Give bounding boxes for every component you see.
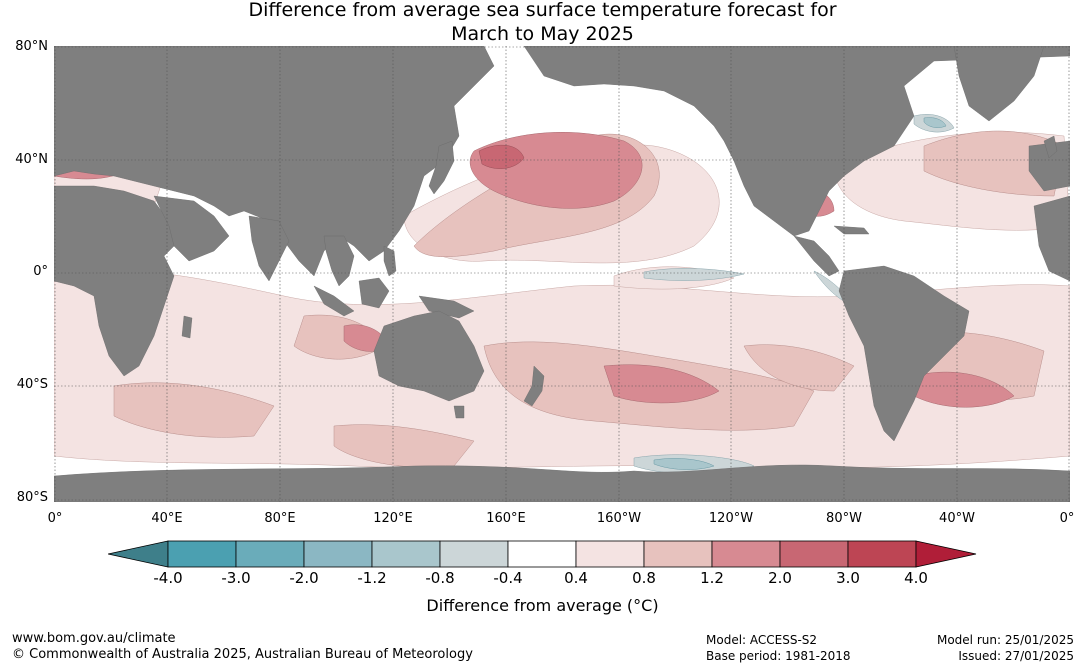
tasmania [453, 405, 465, 419]
colorbar-segment [575, 540, 645, 568]
colorbar-title: Difference from average (°C) [426, 596, 659, 615]
arabia [153, 195, 230, 262]
lon-label-120w: 120°W [708, 511, 754, 526]
sumatra [313, 285, 355, 317]
colorbar-tick-label: 1.2 [700, 569, 724, 587]
africa [54, 185, 175, 377]
lat-label-80s: 80°S [16, 490, 48, 505]
japan [428, 140, 455, 195]
colorbar-segment [711, 540, 781, 568]
footer-issued: Issued: 27/01/2025 [958, 649, 1074, 663]
colorbar-segment [235, 540, 305, 568]
colorbar-extend-low [108, 540, 169, 568]
antarctica [54, 464, 1070, 502]
greenland [953, 46, 1045, 122]
india [248, 215, 290, 282]
lon-label-160e: 160°E [486, 511, 526, 526]
colorbar-segment [779, 540, 849, 568]
map-title: Difference from average sea surface temp… [0, 0, 1085, 46]
title-line-2: March to May 2025 [451, 23, 634, 45]
lon-label-0-right: 0° [1059, 511, 1075, 526]
colorbar-tick-label: -4.0 [153, 569, 183, 587]
madagascar [181, 315, 193, 339]
central-america [793, 235, 840, 277]
north-america [523, 46, 1070, 237]
colorbar-segment [167, 540, 237, 568]
colorbar-tick-label: -0.8 [425, 569, 455, 587]
lon-label-160w: 160°W [596, 511, 642, 526]
lon-label-40e: 40°E [151, 511, 183, 526]
colorbar-tick-label: -3.0 [221, 569, 251, 587]
uk [1043, 135, 1058, 159]
lon-label-80w: 80°W [826, 511, 862, 526]
anomaly-cool-strong [653, 117, 947, 470]
africa-west [1033, 195, 1070, 282]
map-svg [54, 46, 1070, 502]
cuba [833, 225, 870, 235]
colorbar-tick-label: -1.2 [357, 569, 387, 587]
colorbar-tick-label: 0.8 [632, 569, 656, 587]
lat-label-40s: 40°S [16, 377, 48, 392]
indochina [323, 235, 355, 287]
graticule [54, 46, 1070, 502]
footer-url: www.bom.gov.au/climate [12, 631, 176, 646]
colorbar-tick-label: 0.4 [564, 569, 588, 587]
lat-label-0: 0° [33, 264, 48, 279]
lon-label-80e: 80°E [264, 511, 296, 526]
colorbar-tick-label: 3.0 [836, 569, 860, 587]
colorbar-segment [643, 540, 713, 568]
lat-label-40n: 40°N [15, 152, 48, 167]
colorbar-segment [847, 540, 917, 568]
colorbar-extend-high [915, 540, 977, 568]
australia [373, 310, 485, 402]
lat-label-80n: 80°N [15, 39, 48, 54]
colorbar-segment [303, 540, 373, 568]
borneo [358, 277, 390, 309]
colorbar-tick-label: -0.4 [493, 569, 523, 587]
footer-model: Model: ACCESS-S2 [706, 633, 818, 647]
colorbar [108, 540, 977, 568]
lon-label-40w: 40°W [939, 511, 975, 526]
title-line-1: Difference from average sea surface temp… [248, 0, 837, 21]
colorbar-tick-label: 2.0 [768, 569, 792, 587]
colorbar-segment [439, 540, 509, 568]
footer-base-period: Base period: 1981-2018 [706, 649, 851, 663]
footer-copyright: © Commonwealth of Australia 2025, Austra… [12, 647, 473, 662]
colorbar-segment [507, 540, 577, 568]
sst-anomaly-map [54, 46, 1070, 502]
footer-model-run: Model run: 25/01/2025 [936, 633, 1074, 647]
lon-label-120e: 120°E [373, 511, 413, 526]
south-america [838, 265, 970, 442]
west-europe [1028, 140, 1070, 192]
colorbar-segment [371, 540, 441, 568]
colorbar-tick-label: -2.0 [289, 569, 319, 587]
eurasia [54, 46, 495, 277]
new-guinea [418, 295, 475, 319]
lon-label-0-left: 0° [47, 511, 63, 526]
land [54, 46, 1070, 502]
colorbar-tick-label: 4.0 [904, 569, 928, 587]
